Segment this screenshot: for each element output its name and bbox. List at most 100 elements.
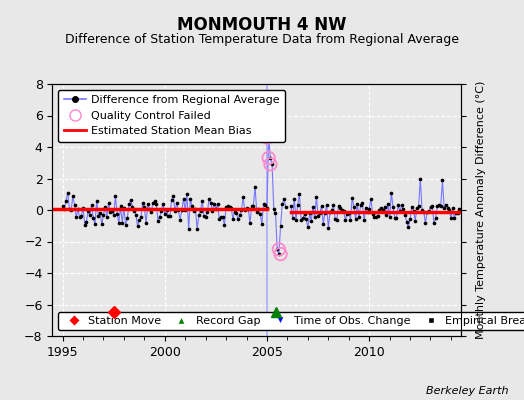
Point <box>365 206 374 212</box>
Point <box>370 214 378 220</box>
Point <box>300 211 309 218</box>
Point <box>372 214 380 220</box>
Point <box>312 194 321 200</box>
Point <box>164 213 172 219</box>
Point <box>326 209 334 216</box>
Point <box>60 206 69 212</box>
Point <box>126 197 135 203</box>
Point <box>324 224 333 231</box>
Point <box>302 216 310 223</box>
Point <box>166 213 174 220</box>
Point <box>338 207 346 214</box>
Point <box>159 200 167 207</box>
Point <box>201 214 210 220</box>
Point <box>174 207 182 214</box>
Point <box>447 214 455 221</box>
Point <box>420 209 428 215</box>
Point <box>135 217 144 223</box>
Point <box>431 215 440 221</box>
Text: MONMOUTH 4 NW: MONMOUTH 4 NW <box>177 16 347 34</box>
Point <box>188 203 196 209</box>
Point <box>321 210 329 216</box>
Point <box>227 205 235 211</box>
Point <box>235 212 244 218</box>
Point <box>346 216 355 223</box>
Point <box>397 202 406 208</box>
Point <box>59 202 67 209</box>
Point <box>416 175 424 182</box>
Point <box>193 226 201 232</box>
Point <box>436 202 445 209</box>
Point <box>85 212 94 218</box>
Point <box>377 205 385 211</box>
Point <box>63 190 72 196</box>
Point <box>319 220 328 227</box>
Point <box>275 246 283 252</box>
Point <box>345 210 353 216</box>
Point <box>322 202 331 208</box>
Point <box>234 216 242 222</box>
Point <box>438 177 446 184</box>
Point <box>239 194 247 200</box>
Point <box>97 221 106 228</box>
Point <box>428 202 436 209</box>
Point <box>343 210 351 217</box>
Point <box>191 206 200 212</box>
Point <box>94 213 103 219</box>
Point <box>106 208 114 215</box>
Point <box>74 206 82 212</box>
Point <box>305 210 314 216</box>
Point <box>196 208 205 214</box>
Point <box>404 224 412 231</box>
Point <box>184 226 193 232</box>
Point <box>213 200 222 207</box>
Point <box>212 206 220 212</box>
Point <box>293 202 302 208</box>
Point <box>266 161 275 168</box>
Point <box>341 217 350 224</box>
Point <box>152 201 160 207</box>
Point <box>392 215 401 221</box>
Point <box>328 207 336 214</box>
Point <box>140 204 148 210</box>
Point <box>217 214 225 220</box>
Point <box>382 212 390 218</box>
Point <box>304 224 312 230</box>
Point <box>266 155 275 161</box>
Point <box>258 221 266 227</box>
Point <box>72 214 80 221</box>
Point <box>268 161 276 168</box>
Point <box>331 216 340 222</box>
Point <box>115 220 123 226</box>
Point <box>150 198 159 204</box>
Point <box>443 204 452 211</box>
Point <box>295 190 303 197</box>
Point <box>271 210 280 216</box>
Point <box>225 203 234 210</box>
Point <box>450 215 458 222</box>
Point <box>169 193 178 200</box>
Point <box>394 202 402 209</box>
Point <box>82 218 91 225</box>
Point <box>142 220 150 226</box>
Point <box>205 196 213 202</box>
Point <box>99 212 107 218</box>
Point <box>253 208 261 215</box>
Point <box>232 210 241 216</box>
Point <box>384 201 392 207</box>
Point <box>133 223 141 230</box>
Point <box>203 209 212 216</box>
Point <box>442 202 450 208</box>
Point <box>360 217 368 224</box>
Point <box>380 204 389 211</box>
Point <box>171 208 179 214</box>
Point <box>413 205 421 212</box>
Point <box>220 222 228 228</box>
Point <box>147 209 155 216</box>
Point <box>452 210 460 216</box>
Point <box>132 211 140 218</box>
Point <box>334 202 343 209</box>
Point <box>186 196 194 202</box>
Point <box>96 210 104 216</box>
Point <box>275 251 283 257</box>
